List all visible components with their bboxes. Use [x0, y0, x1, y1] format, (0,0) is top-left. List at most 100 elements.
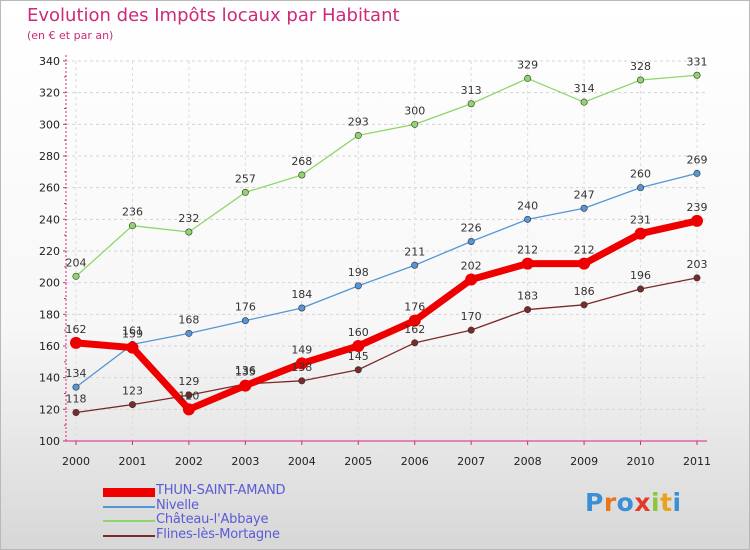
data-point	[298, 377, 306, 385]
data-label: 183	[517, 290, 538, 303]
data-point	[693, 274, 701, 282]
data-point	[465, 273, 478, 286]
data-point	[128, 222, 136, 230]
data-point	[408, 314, 421, 327]
logo-letter: P	[585, 488, 604, 517]
data-label: 239	[687, 201, 708, 214]
data-point	[524, 215, 532, 223]
data-label: 329	[517, 58, 538, 71]
data-label: 134	[66, 367, 87, 380]
data-point	[578, 257, 591, 270]
legend-label: THUN-SAINT-AMAND	[156, 483, 286, 498]
data-label: 300	[404, 104, 425, 117]
logo-letter: i	[651, 488, 661, 517]
data-label: 168	[178, 313, 199, 326]
data-point	[239, 379, 252, 392]
data-label: 136	[235, 364, 256, 377]
data-label: 202	[461, 260, 482, 273]
data-label: 314	[574, 82, 595, 95]
data-point	[467, 100, 475, 108]
data-label: 186	[574, 285, 595, 298]
data-point	[182, 403, 195, 416]
legend-swatch	[103, 520, 155, 522]
data-label: 145	[348, 350, 369, 363]
y-tick-label: 220	[39, 245, 60, 258]
data-point	[411, 261, 419, 269]
data-label: 120	[178, 389, 199, 402]
data-point	[411, 120, 419, 128]
series-line	[75, 217, 698, 413]
y-tick-label: 300	[39, 118, 60, 131]
data-point	[354, 366, 362, 374]
data-point	[185, 228, 193, 236]
data-point	[637, 76, 645, 84]
data-label: 170	[461, 310, 482, 323]
data-label: 212	[517, 244, 538, 257]
x-tick-label: 2004	[288, 455, 316, 468]
series	[70, 71, 703, 416]
data-label: 196	[630, 269, 651, 282]
y-tick-label: 160	[39, 340, 60, 353]
data-label: 211	[404, 245, 425, 258]
data-label: 159	[122, 328, 143, 341]
data-labels: 134 161 168 176 184 198 211 226 240 247 260 269 204 2…	[66, 55, 708, 405]
x-tick-label: 2003	[231, 455, 259, 468]
data-point	[352, 340, 365, 352]
legend-label: Flines-lès-Mortagne	[156, 526, 280, 542]
data-point	[637, 184, 645, 192]
data-label: 293	[348, 115, 369, 128]
x-tick-label: 2006	[401, 455, 429, 468]
logo-letter: o	[616, 488, 635, 517]
data-label: 331	[687, 55, 708, 68]
data-point	[70, 336, 82, 349]
x-tick-label: 2001	[118, 455, 146, 468]
grid	[66, 60, 707, 441]
logo-letter: r	[603, 488, 617, 517]
data-label: 135	[235, 366, 256, 379]
y-tick-label: 200	[39, 277, 60, 290]
data-point	[354, 282, 362, 290]
data-label: 176	[404, 301, 425, 314]
y-tick-label: 120	[39, 403, 60, 416]
data-label: 160	[348, 326, 369, 339]
x-tick-label: 2005	[344, 455, 372, 468]
x-tick-label: 2007	[457, 455, 485, 468]
data-point	[241, 317, 249, 325]
x-tick-label: 2011	[683, 455, 711, 468]
data-label: 247	[574, 188, 595, 201]
data-point	[354, 131, 362, 139]
data-label: 204	[66, 256, 87, 269]
y-tick-label: 340	[39, 55, 60, 68]
y-tick-label: 260	[39, 182, 60, 195]
data-label: 231	[630, 214, 651, 227]
y-tick-label: 140	[39, 372, 60, 385]
data-point	[467, 326, 475, 334]
legend-swatch	[103, 488, 155, 497]
x-tick-label: 2000	[62, 455, 90, 468]
data-label: 328	[630, 60, 651, 73]
data-label: 260	[630, 168, 651, 181]
data-point	[580, 301, 588, 309]
data-point	[467, 238, 475, 246]
y-tick-label: 240	[39, 213, 60, 226]
x-tick-label: 2010	[627, 455, 655, 468]
legend-swatch	[103, 505, 155, 508]
logo-letter: x	[634, 488, 651, 517]
data-label: 176	[235, 301, 256, 314]
data-label: 161	[122, 324, 143, 337]
y-tick-label: 320	[39, 87, 60, 100]
legend-swatch	[103, 534, 155, 537]
data-point	[693, 71, 701, 79]
data-label: 203	[687, 258, 708, 271]
y-tick-label: 100	[39, 435, 60, 448]
proxiti-logo: Proxiti	[585, 488, 682, 517]
data-label: 232	[178, 212, 199, 225]
data-label: 118	[66, 393, 87, 406]
data-point	[128, 401, 136, 409]
data-label: 268	[291, 155, 312, 168]
data-point	[185, 329, 193, 337]
data-label: 226	[461, 222, 482, 235]
data-label: 257	[235, 172, 256, 185]
